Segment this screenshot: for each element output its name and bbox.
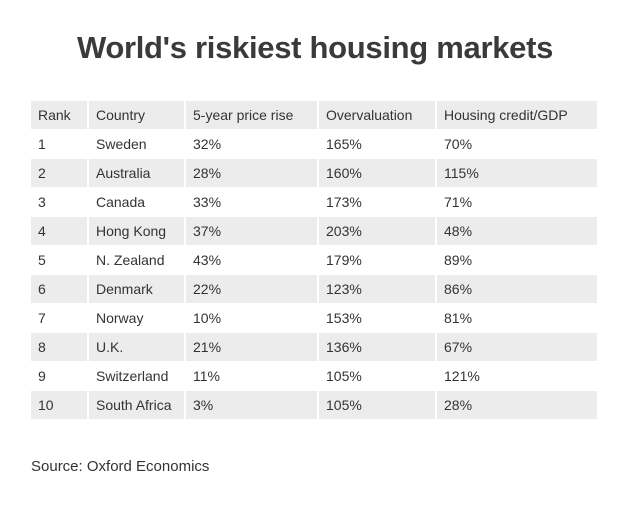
price-rise-cell: 3% [186, 391, 319, 420]
table-row: 1 Sweden 32% 165% 70% [31, 130, 597, 159]
table-row: 6 Denmark 22% 123% 86% [31, 275, 597, 304]
overvaluation-cell: 179% [319, 246, 437, 275]
rank-cell: 8 [31, 333, 89, 362]
rank-cell: 6 [31, 275, 89, 304]
country-cell: N. Zealand [89, 246, 186, 275]
overvaluation-cell: 203% [319, 217, 437, 246]
rank-cell: 9 [31, 362, 89, 391]
housing-credit-cell: 28% [437, 391, 597, 420]
column-header-overvaluation: Overvaluation [319, 101, 437, 130]
overvaluation-cell: 160% [319, 159, 437, 188]
overvaluation-cell: 173% [319, 188, 437, 217]
country-cell: Australia [89, 159, 186, 188]
housing-credit-cell: 70% [437, 130, 597, 159]
overvaluation-cell: 136% [319, 333, 437, 362]
housing-markets-table: Rank Country 5-year price rise Overvalua… [31, 101, 597, 420]
housing-credit-cell: 48% [437, 217, 597, 246]
overvaluation-cell: 105% [319, 362, 437, 391]
overvaluation-cell: 123% [319, 275, 437, 304]
country-cell: Switzerland [89, 362, 186, 391]
table-row: 3 Canada 33% 173% 71% [31, 188, 597, 217]
rank-cell: 7 [31, 304, 89, 333]
country-cell: U.K. [89, 333, 186, 362]
column-header-price-rise: 5-year price rise [186, 101, 319, 130]
rank-cell: 3 [31, 188, 89, 217]
price-rise-cell: 11% [186, 362, 319, 391]
price-rise-cell: 21% [186, 333, 319, 362]
column-header-housing-credit: Housing credit/GDP [437, 101, 597, 130]
country-cell: Norway [89, 304, 186, 333]
table-row: 7 Norway 10% 153% 81% [31, 304, 597, 333]
overvaluation-cell: 153% [319, 304, 437, 333]
country-cell: Sweden [89, 130, 186, 159]
overvaluation-cell: 105% [319, 391, 437, 420]
table-row: 5 N. Zealand 43% 179% 89% [31, 246, 597, 275]
table-row: 4 Hong Kong 37% 203% 48% [31, 217, 597, 246]
table-row: 10 South Africa 3% 105% 28% [31, 391, 597, 420]
column-header-country: Country [89, 101, 186, 130]
rank-cell: 1 [31, 130, 89, 159]
rank-cell: 10 [31, 391, 89, 420]
table-row: 2 Australia 28% 160% 115% [31, 159, 597, 188]
column-header-rank: Rank [31, 101, 89, 130]
housing-credit-cell: 89% [437, 246, 597, 275]
price-rise-cell: 37% [186, 217, 319, 246]
table-row: 9 Switzerland 11% 105% 121% [31, 362, 597, 391]
table-row: 8 U.K. 21% 136% 67% [31, 333, 597, 362]
country-cell: Hong Kong [89, 217, 186, 246]
source-note: Source: Oxford Economics [31, 458, 210, 475]
overvaluation-cell: 165% [319, 130, 437, 159]
price-rise-cell: 33% [186, 188, 319, 217]
country-cell: South Africa [89, 391, 186, 420]
price-rise-cell: 10% [186, 304, 319, 333]
country-cell: Denmark [89, 275, 186, 304]
table-body: 1 Sweden 32% 165% 70% 2 Australia 28% 160% 115% 3 C… [31, 130, 597, 420]
housing-credit-cell: 121% [437, 362, 597, 391]
country-cell: Canada [89, 188, 186, 217]
price-rise-cell: 32% [186, 130, 319, 159]
price-rise-cell: 22% [186, 275, 319, 304]
housing-credit-cell: 81% [437, 304, 597, 333]
rank-cell: 5 [31, 246, 89, 275]
table-header-row: Rank Country 5-year price rise Overvalua… [31, 101, 597, 130]
price-rise-cell: 43% [186, 246, 319, 275]
price-rise-cell: 28% [186, 159, 319, 188]
rank-cell: 2 [31, 159, 89, 188]
housing-credit-cell: 86% [437, 275, 597, 304]
housing-credit-cell: 71% [437, 188, 597, 217]
rank-cell: 4 [31, 217, 89, 246]
housing-credit-cell: 115% [437, 159, 597, 188]
chart-title: World's riskiest housing markets [76, 30, 554, 65]
housing-credit-cell: 67% [437, 333, 597, 362]
